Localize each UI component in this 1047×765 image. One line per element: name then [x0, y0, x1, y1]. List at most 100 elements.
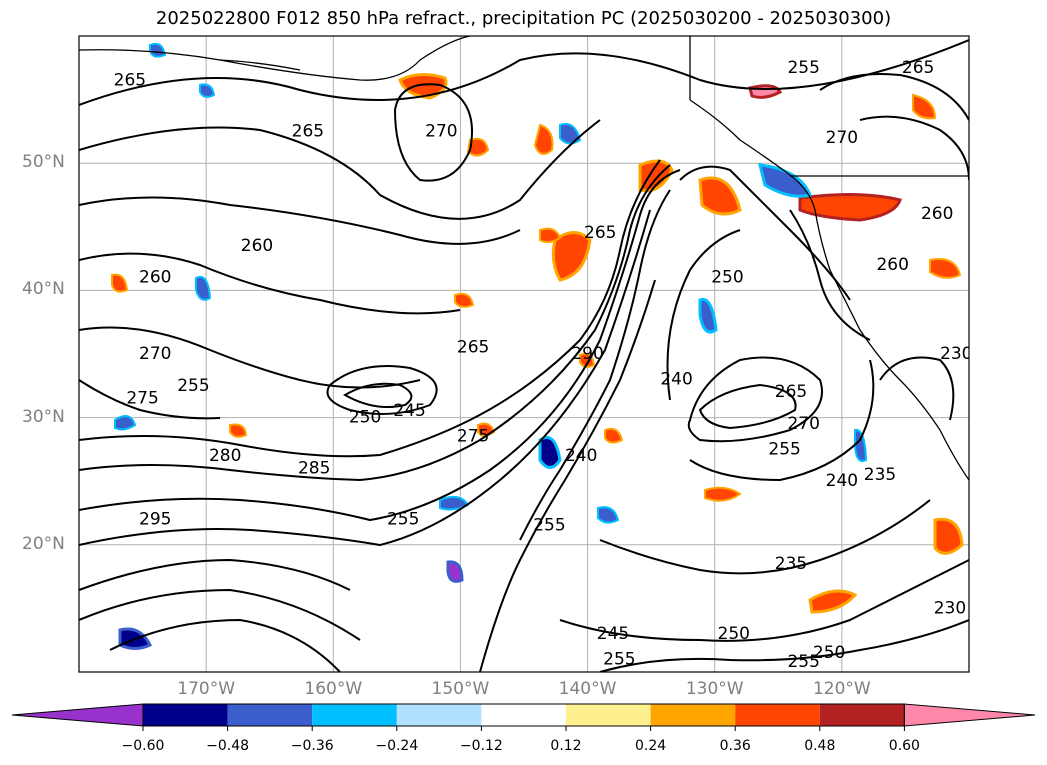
precip-patch: [912, 93, 937, 120]
precip-patch: [446, 560, 464, 583]
contour-label: 270: [826, 128, 858, 148]
contour-label: 270: [425, 121, 457, 141]
contour-line: [519, 189, 671, 541]
contour-line: [79, 252, 461, 315]
contour-label: 285: [298, 458, 330, 478]
contour-label: 240: [660, 369, 692, 389]
precip-patch: [454, 292, 475, 308]
contour-line: [326, 365, 438, 415]
contour-label: 240: [826, 471, 858, 491]
colorbar-tick-label: −0.48: [206, 738, 250, 754]
contour-label: 245: [393, 401, 425, 421]
contour-line: [879, 356, 955, 421]
contour-line: [343, 382, 413, 408]
precip-patch: [533, 123, 554, 155]
contour-line: [559, 559, 969, 642]
precip-patch: [466, 137, 490, 157]
contour-label: 270: [787, 414, 819, 434]
precip-patch: [539, 227, 562, 244]
contour-label: 255: [533, 516, 565, 536]
contour-line: [79, 209, 651, 547]
contour-label: 265: [457, 338, 489, 358]
contour-line: [393, 83, 473, 182]
colorbar-segment: [227, 704, 313, 726]
contour-label: 255: [387, 509, 419, 529]
contour-label: 235: [775, 554, 807, 574]
contour-line: [789, 209, 871, 341]
lon-tick-label: 170°W: [177, 679, 236, 699]
precip-patch: [559, 123, 582, 145]
coastline-aleutians: [219, 59, 301, 71]
lon-tick-label: 140°W: [558, 679, 617, 699]
contour-label: 245: [597, 624, 629, 644]
colorbar-segment: [819, 704, 905, 726]
colorbar-segment: [650, 704, 736, 726]
contour-label: 255: [787, 58, 819, 78]
precip-patch: [698, 176, 742, 216]
precip-patch: [758, 163, 813, 198]
contour-label: 275: [126, 389, 158, 409]
contour-line: [819, 73, 969, 121]
contour-line: [859, 115, 969, 181]
contour-line: [79, 119, 601, 220]
colorbar-tick-label: 0.12: [550, 738, 582, 754]
colorbar-segment: [566, 704, 651, 726]
contour-line: [79, 558, 351, 591]
contour-label: 265: [775, 382, 807, 402]
colorbar-frame: [142, 703, 905, 727]
map-gridlines: [79, 36, 969, 672]
contour-label: 260: [241, 236, 273, 256]
precip-patch: [111, 273, 129, 293]
coastline: [79, 36, 969, 481]
contour-label: 255: [603, 649, 635, 669]
contour-label: 230: [940, 344, 972, 364]
precip-patch: [195, 276, 212, 301]
contour-line: [698, 383, 797, 430]
precip-patch: [229, 423, 248, 438]
precip-patch: [854, 428, 868, 462]
colorbar-tick-label: 0.36: [719, 738, 751, 754]
contour-label: 230: [934, 598, 966, 618]
lat-tick-label: 40°N: [22, 279, 65, 300]
precip-patch: [551, 231, 592, 282]
contour-label: 260: [139, 268, 171, 288]
colorbar-tick-label: −0.24: [375, 738, 419, 754]
contour-line: [679, 165, 851, 301]
contour-line: [109, 618, 341, 672]
precip-patch: [704, 486, 742, 502]
colorbar-segment: [312, 704, 397, 726]
contour-label: 255: [177, 376, 209, 396]
contour-label: 275: [457, 427, 489, 447]
precip-patch: [698, 297, 718, 334]
precip-patch: [199, 83, 216, 98]
map-frame: [78, 35, 970, 673]
colorbar-segment: [396, 704, 482, 726]
contour-label: 295: [139, 509, 171, 529]
colorbar-tick-label: 0.48: [804, 738, 836, 754]
contour-label: 240: [565, 446, 597, 466]
coastline-alaska: [79, 36, 471, 81]
contour-line: [79, 196, 521, 245]
contour-line: [689, 359, 875, 482]
precip-patch: [933, 517, 964, 555]
precip-patches: [111, 42, 964, 650]
contour-label: 260: [921, 204, 953, 224]
contour-line: [79, 169, 681, 522]
contour-line: [666, 229, 741, 401]
colorbar-tick-label: −0.36: [290, 738, 334, 754]
colorbar-segment: [481, 704, 566, 726]
contour-line: [79, 164, 671, 482]
contour-label: 255: [787, 652, 819, 672]
precip-patch: [114, 415, 137, 431]
colorbar-extend-low: [11, 703, 144, 727]
precip-patch: [398, 73, 448, 100]
contour-line: [79, 379, 221, 420]
contour-label: 270: [139, 344, 171, 364]
contour-line: [479, 279, 656, 672]
precip-patch: [597, 506, 620, 524]
contour-label: 255: [768, 439, 800, 459]
contour-label: 250: [718, 624, 750, 644]
contour-line: [599, 619, 969, 672]
